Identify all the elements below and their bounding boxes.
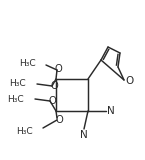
Text: N: N <box>80 130 88 140</box>
Text: H₃C: H₃C <box>16 128 33 136</box>
Text: O: O <box>54 64 62 74</box>
Text: H₃C: H₃C <box>19 59 36 68</box>
Text: H₃C: H₃C <box>9 80 26 88</box>
Text: H₃C: H₃C <box>7 95 24 104</box>
Text: O: O <box>50 81 58 91</box>
Text: O: O <box>125 76 133 86</box>
Text: O: O <box>55 115 63 125</box>
Text: O: O <box>48 96 56 106</box>
Text: N: N <box>107 107 115 116</box>
